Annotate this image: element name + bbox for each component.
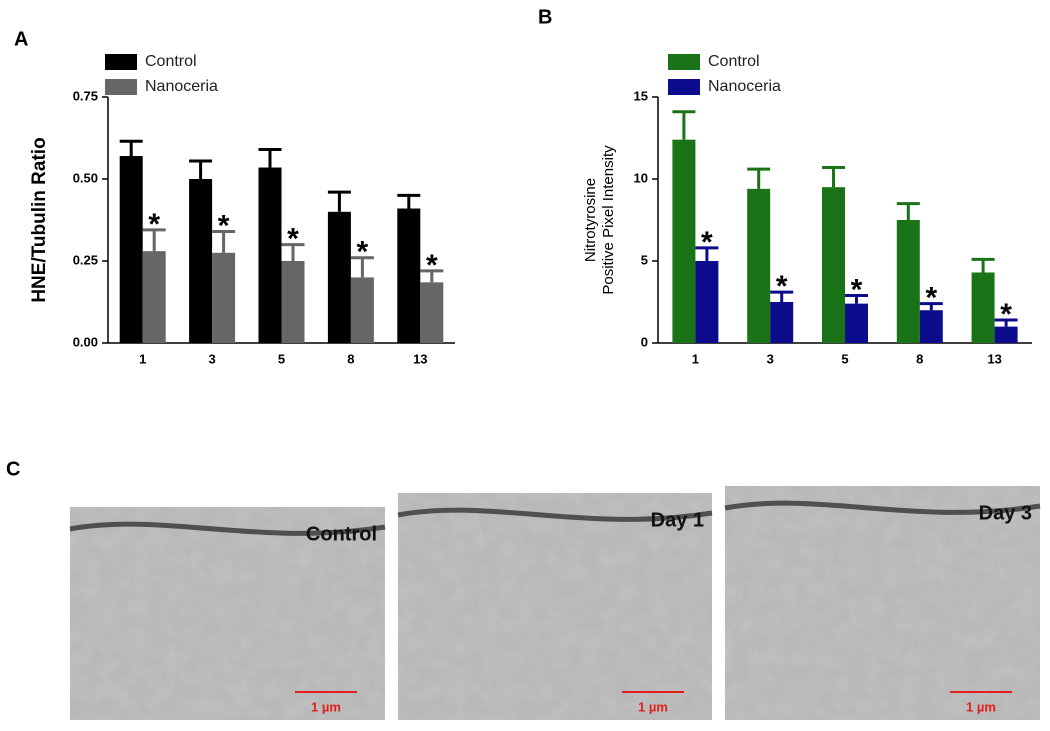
error-bar <box>258 147 282 168</box>
error-bar <box>350 256 374 278</box>
x-tick-label: 5 <box>841 351 848 366</box>
error-bar <box>212 229 236 253</box>
bar <box>695 261 719 343</box>
membrane <box>724 500 1041 515</box>
micrograph-texture <box>398 493 712 720</box>
error-bar <box>845 293 868 304</box>
legend-label: Control <box>145 53 197 70</box>
significance-label: * <box>287 223 299 256</box>
error-bar <box>672 110 696 140</box>
scale-bar-label: 1 µm <box>311 699 341 714</box>
bar <box>350 277 374 343</box>
x-tick-label: 8 <box>916 351 923 366</box>
micrograph-texture <box>725 486 1040 720</box>
bar <box>420 282 444 343</box>
micrograph: Day 1 1 µm <box>397 493 713 720</box>
bar <box>281 261 305 343</box>
significance-label: * <box>925 282 937 315</box>
bar <box>845 303 868 343</box>
bar <box>189 179 213 343</box>
legend-swatch <box>105 54 137 70</box>
significance-label: * <box>701 226 713 259</box>
x-tick-label: 1 <box>139 351 146 366</box>
y-tick-label: 5 <box>641 252 648 267</box>
y-tick-label: 0.00 <box>73 334 98 349</box>
y-axis-label: HNE/Tubulin Ratio <box>29 137 50 302</box>
micrograph: Day 3 1 µm <box>724 486 1041 720</box>
bar <box>822 187 845 343</box>
membrane <box>397 507 713 522</box>
error-bar <box>747 167 771 189</box>
error-bar <box>327 190 351 212</box>
legend-swatch <box>105 79 137 95</box>
bar <box>896 220 920 343</box>
panel-label: C <box>6 458 20 480</box>
y-tick-label: 0 <box>641 334 648 349</box>
significance-label: * <box>218 209 230 242</box>
micrograph-texture <box>70 507 385 720</box>
bar <box>142 251 166 343</box>
x-tick-label: 8 <box>347 351 354 366</box>
y-tick-label: 0.75 <box>73 88 98 103</box>
legend-label: Nanoceria <box>708 78 781 95</box>
y-tick-label: 15 <box>634 88 648 103</box>
error-bar <box>822 166 845 188</box>
micrograph-title: Control <box>306 523 377 545</box>
panel-label: B <box>538 6 552 28</box>
significance-label: * <box>851 273 863 306</box>
bar <box>397 208 421 343</box>
y-tick-label: 0.25 <box>73 252 98 267</box>
micrograph: Control 1 µm <box>69 507 386 720</box>
legend-label: Nanoceria <box>145 78 218 95</box>
x-tick-label: 3 <box>767 351 774 366</box>
y-axis-label: Nitrotyrosine <box>582 178 599 262</box>
significance-label: * <box>426 249 438 282</box>
bar <box>212 252 236 343</box>
error-bar <box>189 159 213 179</box>
bar <box>919 310 943 343</box>
bar <box>258 167 282 343</box>
micrograph-title: Day 3 <box>979 502 1032 524</box>
scale-bar-label: 1 µm <box>966 699 996 714</box>
legend-swatch <box>668 54 700 70</box>
error-bar <box>695 246 719 261</box>
error-bar <box>142 228 166 252</box>
error-bar <box>397 193 421 209</box>
bar <box>672 139 696 343</box>
error-bar <box>971 257 995 273</box>
error-bar <box>420 269 444 283</box>
x-tick-label: 5 <box>278 351 285 366</box>
legend-swatch <box>668 79 700 95</box>
error-bar <box>896 202 920 220</box>
y-axis-label: Positive Pixel Intensity <box>600 145 617 295</box>
significance-label: * <box>148 208 160 241</box>
bar <box>770 302 794 343</box>
legend-label: Control <box>708 53 760 70</box>
x-tick-label: 1 <box>692 351 699 366</box>
error-bar <box>281 243 305 261</box>
significance-label: * <box>776 270 788 303</box>
error-bar <box>919 302 943 311</box>
bar <box>327 211 351 343</box>
micrograph-title: Day 1 <box>651 509 704 531</box>
significance-label: * <box>357 236 369 269</box>
scale-bar-label: 1 µm <box>638 699 668 714</box>
x-tick-label: 13 <box>413 351 427 366</box>
bar <box>971 272 995 343</box>
bar <box>747 188 771 343</box>
x-tick-label: 13 <box>987 351 1001 366</box>
bar <box>119 156 143 343</box>
error-bar <box>994 318 1018 327</box>
error-bar <box>119 139 143 157</box>
y-tick-label: 10 <box>634 170 648 185</box>
x-tick-label: 3 <box>208 351 215 366</box>
membrane <box>69 521 386 536</box>
panel-label: A <box>14 28 28 50</box>
bar <box>994 326 1018 343</box>
error-bar <box>770 290 794 302</box>
y-tick-label: 0.50 <box>73 170 98 185</box>
significance-label: * <box>1000 298 1012 331</box>
